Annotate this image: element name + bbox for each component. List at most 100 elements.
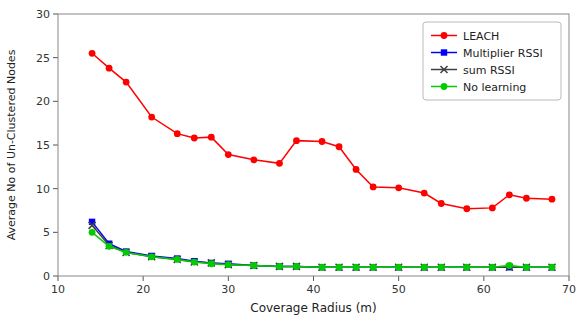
point [148,253,155,260]
point [421,264,427,270]
y-tick-label: 0 [43,270,50,283]
point [336,264,343,271]
point [148,253,155,260]
point [293,137,300,144]
point [438,264,445,271]
y-tick [53,188,58,189]
point [251,262,257,268]
legend-label: No learning [463,81,526,94]
point [370,264,377,271]
point [489,204,496,211]
point [463,264,470,271]
point [276,160,283,167]
x-tick-label: 10 [51,283,65,296]
legend-label: sum RSSI [463,64,515,77]
x-tick-label: 30 [221,283,235,296]
legend-marker [441,66,448,73]
series-line [92,222,552,267]
x-axis-label: Coverage Radius (m) [250,301,376,315]
point [208,134,215,141]
point [395,184,402,191]
x-tick-label: 70 [562,283,576,296]
x-tick-label: 60 [477,283,491,296]
point [438,264,444,270]
x-tick [483,276,484,281]
point [489,264,495,270]
series-line [92,225,552,267]
point [106,243,113,250]
point [123,249,130,256]
point [370,264,376,270]
x-tick [398,276,399,281]
y-tick-label: 20 [36,95,50,108]
legend-label: Multiplier RSSI [463,47,543,60]
point [353,264,359,270]
y-tick-label: 25 [36,52,50,65]
point [319,264,325,270]
point [174,256,181,263]
x-tick-label: 50 [392,283,406,296]
point [506,191,513,198]
point [523,264,530,271]
point [421,190,428,197]
y-tick [53,101,58,102]
point [148,114,155,121]
point [489,264,496,271]
y-tick-label: 5 [43,226,50,239]
y-tick [53,232,58,233]
point [276,263,282,269]
point [395,264,401,270]
point [395,264,402,271]
point [208,259,215,266]
point [463,205,470,212]
point [208,260,215,267]
x-tick [143,276,144,281]
x-tick [58,276,59,281]
point [370,264,377,271]
point [489,264,496,271]
series [89,50,556,212]
y-tick-label: 10 [36,183,50,196]
point [276,263,283,270]
point [319,264,326,271]
y-tick-label: 15 [36,139,50,152]
point [225,151,232,158]
point [174,256,181,263]
point [549,264,555,270]
point [191,259,198,266]
point [123,79,130,86]
point [250,156,257,163]
point [336,143,343,150]
point [174,130,181,137]
legend: LEACH Multiplier RSSI sum RSSI No learning [423,22,561,100]
point [549,264,556,271]
point [293,263,300,270]
point [421,264,428,271]
legend-marker [441,49,447,55]
point [123,249,130,256]
point [106,65,113,72]
point [89,222,96,229]
series [89,219,555,271]
point [89,50,96,57]
y-tick [53,276,58,277]
point [276,263,283,270]
point [353,264,360,271]
legend-label: LEACH [463,30,499,43]
plot-frame [58,14,569,276]
y-axis-label: Average No of Un-Clustered Nodes [5,49,18,240]
y-tick [53,145,58,146]
point [225,261,232,268]
point [336,264,342,270]
y-tick-label: 30 [36,8,50,21]
series-group [89,50,556,271]
legend-marker [441,32,448,39]
point [319,264,326,271]
x-tick [569,276,570,281]
point [319,138,326,145]
point [463,264,470,271]
plot-area [58,14,569,276]
point [438,200,445,207]
point [353,264,360,271]
point [549,196,556,203]
